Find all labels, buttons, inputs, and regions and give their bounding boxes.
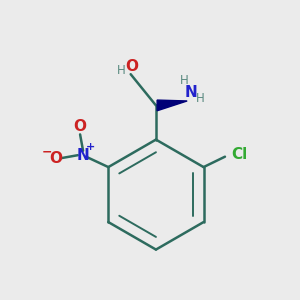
- Text: N: N: [184, 85, 197, 100]
- Polygon shape: [157, 100, 187, 111]
- Text: H: H: [180, 74, 189, 87]
- Text: O: O: [74, 119, 87, 134]
- Text: H: H: [196, 92, 204, 105]
- Text: −: −: [42, 146, 52, 159]
- Text: Cl: Cl: [232, 146, 248, 161]
- Text: O: O: [125, 59, 138, 74]
- Text: H: H: [117, 64, 125, 77]
- Text: O: O: [49, 151, 62, 166]
- Text: N: N: [77, 148, 89, 163]
- Text: +: +: [86, 142, 95, 152]
